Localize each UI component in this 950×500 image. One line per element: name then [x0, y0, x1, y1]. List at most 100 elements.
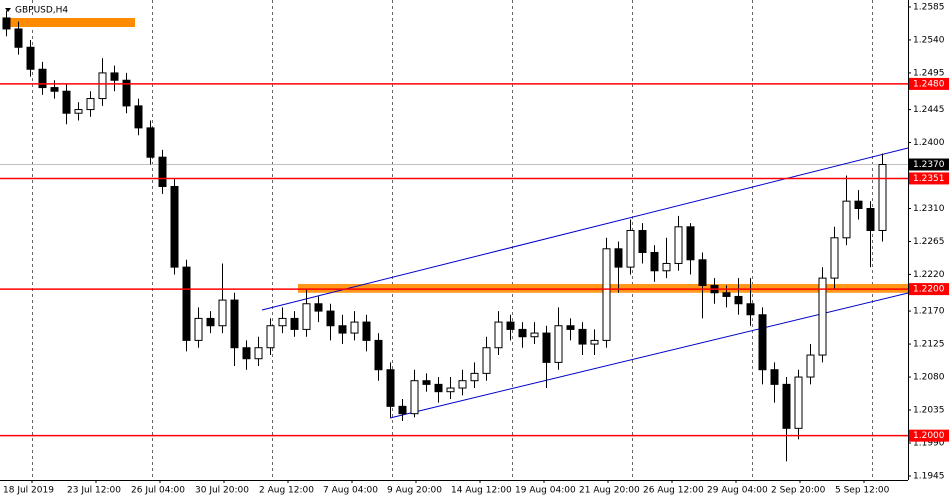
- level-label: 1.2351: [913, 174, 945, 184]
- candle-body: [494, 321, 503, 349]
- candle-body: [770, 369, 779, 385]
- x-tick-label: 9 Aug 20:00: [387, 486, 442, 496]
- x-tick-label: 7 Aug 04:00: [323, 486, 378, 496]
- candle-body: [194, 317, 203, 341]
- candle-body: [542, 332, 551, 363]
- candle-body: [302, 303, 311, 330]
- candle-body: [62, 90, 71, 114]
- candle-body: [326, 310, 335, 327]
- candle-body: [686, 226, 695, 261]
- x-tick-label: 26 Aug 12:00: [643, 486, 704, 496]
- candle-body: [206, 317, 215, 327]
- candle-body: [722, 292, 731, 297]
- last-price-bg: [909, 158, 949, 171]
- candle-body: [266, 325, 275, 349]
- candle-body: [422, 380, 431, 385]
- candle-body: [458, 380, 467, 389]
- candle-body: [98, 72, 107, 100]
- candle-body: [530, 332, 539, 338]
- candle-body: [374, 339, 383, 371]
- candle-body: [830, 237, 839, 279]
- candle-body: [566, 325, 575, 330]
- candle-body: [26, 46, 35, 70]
- candle-body: [290, 317, 299, 330]
- y-tick-label: 1.2585: [913, 2, 945, 12]
- menu-arrow[interactable]: [5, 8, 11, 12]
- x-tick-label: 2 Aug 12:00: [259, 486, 314, 496]
- candle-body: [782, 383, 791, 429]
- candles: [2, 10, 887, 462]
- candle-body: [74, 109, 83, 114]
- x-tick-label: 14 Aug 12:00: [451, 486, 512, 496]
- candle-body: [314, 303, 323, 312]
- level-label: 1.2200: [913, 285, 945, 295]
- level-label-bg: [909, 172, 949, 185]
- y-tick-label: 1.2080: [913, 373, 945, 383]
- candle-body: [146, 127, 155, 158]
- candle-body: [110, 72, 119, 81]
- candle-body: [362, 321, 371, 341]
- candle-body: [506, 321, 515, 330]
- candle-body: [86, 98, 95, 111]
- y-tick-label: 1.1945: [913, 471, 945, 481]
- candle-body: [242, 347, 251, 360]
- candle-body: [698, 259, 707, 286]
- candle-body: [734, 295, 743, 305]
- level-label-bg: [909, 429, 949, 442]
- level-label-bg: [909, 283, 949, 296]
- x-tick-label: 18 Jul 2019: [3, 486, 54, 496]
- candle-body: [446, 387, 455, 393]
- candle-body: [806, 354, 815, 378]
- candle-body: [122, 79, 131, 107]
- candle-body: [398, 405, 407, 415]
- y-tick-label: 1.2265: [913, 237, 945, 247]
- y-tick-label: 1.2035: [913, 406, 945, 416]
- candle-body: [338, 325, 347, 334]
- candle-body: [38, 68, 47, 89]
- x-tick-label: 2 Sep 20:00: [771, 486, 826, 496]
- candle-body: [674, 226, 683, 264]
- y-tick-label: 1.2495: [913, 68, 945, 78]
- y-tick-label: 1.2400: [913, 138, 945, 148]
- candle-body: [50, 87, 59, 92]
- candle-body: [482, 347, 491, 374]
- y-tick-label: 1.2445: [913, 105, 945, 115]
- y-tick-label: 1.2170: [913, 307, 945, 317]
- candle-body: [2, 17, 11, 30]
- candle-body: [794, 376, 803, 429]
- x-tick-label: 19 Aug 04:00: [515, 486, 576, 496]
- candle-body: [278, 317, 287, 327]
- candle-body: [14, 28, 23, 48]
- candle-body: [254, 347, 263, 360]
- candle-body: [578, 328, 587, 345]
- candle-body: [386, 369, 395, 407]
- x-tick-label: 21 Aug 20:00: [579, 486, 640, 496]
- x-tick-label: 29 Aug 04:00: [707, 486, 768, 496]
- candle-body: [158, 156, 167, 188]
- candle-body: [590, 339, 599, 345]
- candle-body: [650, 251, 659, 272]
- candle-body: [350, 321, 359, 334]
- candle-body: [746, 303, 755, 316]
- x-tick-label: 5 Sep 12:00: [835, 486, 890, 496]
- y-tick-label: 1.1990: [913, 438, 945, 448]
- candle-body: [554, 325, 563, 363]
- candle-body: [230, 299, 239, 349]
- x-tick-label: 26 Jul 04:00: [131, 486, 185, 496]
- candle-body: [878, 164, 887, 231]
- candle-body: [626, 229, 635, 268]
- y-tick-label: 1.2540: [913, 35, 945, 45]
- candle-body: [866, 207, 875, 231]
- last-price-label: 1.2370: [913, 160, 945, 170]
- level-label: 1.2480: [913, 79, 945, 89]
- candle-body: [842, 200, 851, 239]
- candle-body: [758, 314, 767, 371]
- candle-body: [662, 262, 671, 272]
- candle-body: [818, 277, 827, 356]
- candle-body: [854, 200, 863, 209]
- chart-title: GBPUSD,H4: [15, 6, 68, 16]
- candle-body: [182, 266, 191, 341]
- candle-body: [602, 248, 611, 341]
